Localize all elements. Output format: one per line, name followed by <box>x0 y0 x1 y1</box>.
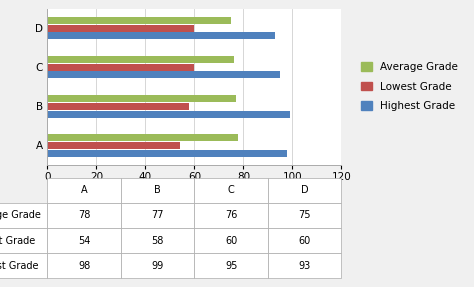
Legend: Average Grade, Lowest Grade, Highest Grade: Average Grade, Lowest Grade, Highest Gra… <box>361 62 458 111</box>
Bar <box>47 56 234 63</box>
Bar <box>47 103 190 110</box>
Bar <box>47 25 194 32</box>
Bar <box>47 150 287 157</box>
Bar <box>47 32 275 39</box>
Bar <box>47 134 238 141</box>
Bar <box>47 110 290 118</box>
Bar <box>47 95 236 102</box>
Bar <box>47 17 231 24</box>
Bar <box>47 142 180 149</box>
Bar <box>47 71 280 79</box>
Bar <box>47 64 194 71</box>
